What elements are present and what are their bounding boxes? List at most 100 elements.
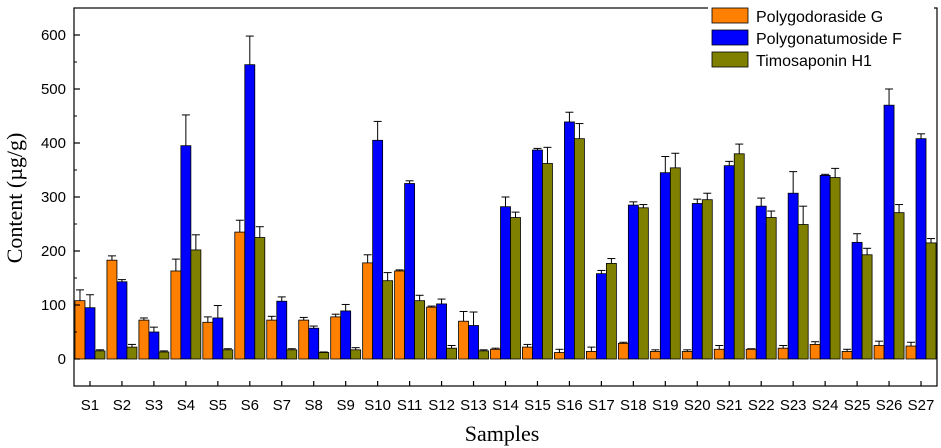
bar-s1-series-1 (74, 300, 86, 360)
x-tick-label: S5 (209, 397, 227, 414)
bar-s4-series-1 (170, 270, 182, 360)
x-tick-label: S27 (908, 397, 935, 414)
bar-s6-series-2 (244, 64, 256, 360)
x-tick-label: S9 (337, 397, 355, 414)
bar-s4-series-3 (190, 249, 202, 360)
legend-label-1: Polygodoraside G (756, 9, 883, 26)
bar-s20-series-3 (701, 199, 713, 360)
bar-s3-series-2 (148, 331, 160, 360)
bar-s2-series-3 (126, 346, 138, 360)
y-tick-label: 0 (58, 351, 66, 368)
x-tick-label: S3 (145, 397, 163, 414)
legend-swatch-2 (711, 29, 749, 46)
bar-s19-series-2 (659, 172, 671, 360)
bar-s25-series-1 (841, 351, 853, 360)
bar-s26-series-3 (893, 212, 905, 360)
bar-s17-series-3 (605, 263, 617, 360)
bar-s11-series-3 (414, 300, 426, 360)
bar-s7-series-1 (266, 319, 278, 360)
x-tick-label: S19 (652, 397, 679, 414)
bar-s17-series-2 (595, 273, 607, 360)
bar-s22-series-1 (745, 348, 757, 360)
x-tick-label: S1 (81, 397, 99, 414)
bar-s21-series-3 (733, 153, 745, 360)
bar-s23-series-3 (797, 224, 809, 360)
bar-s16-series-1 (554, 352, 565, 360)
x-tick-label: S16 (556, 397, 583, 414)
bar-s8-series-1 (298, 319, 310, 360)
bar-s20-series-2 (691, 203, 703, 360)
bar-s5-series-2 (212, 317, 224, 360)
bar-s20-series-1 (681, 351, 693, 360)
bar-s22-series-2 (755, 205, 767, 360)
bar-s14-series-2 (500, 206, 511, 360)
bar-s17-series-1 (585, 351, 597, 360)
x-tick-label: S20 (684, 397, 711, 414)
bar-s2-series-1 (106, 259, 118, 360)
bar-s11-series-2 (404, 183, 416, 360)
y-tick-label: 600 (41, 27, 66, 44)
bar-s13-series-3 (478, 350, 489, 360)
x-tick-label: S26 (876, 397, 903, 414)
bar-s6-series-3 (254, 237, 266, 360)
x-tick-label: S14 (492, 397, 519, 414)
legend-swatch-1 (711, 7, 749, 24)
bar-s9-series-3 (350, 349, 362, 360)
bar-s18-series-2 (627, 204, 639, 360)
bar-s21-series-1 (713, 348, 725, 360)
bar-s11-series-1 (394, 270, 406, 360)
bar-s26-series-2 (883, 104, 895, 360)
bar-s25-series-3 (861, 254, 873, 360)
bar-s24-series-1 (809, 344, 821, 360)
bar-s27-series-3 (925, 242, 937, 360)
bar-s23-series-2 (787, 192, 799, 360)
bar-s4-series-2 (180, 145, 192, 360)
x-tick-label: S4 (177, 397, 195, 414)
error-bars-layer (75, 35, 936, 353)
x-tick-label: S25 (844, 397, 871, 414)
x-tick-label: S12 (428, 397, 455, 414)
x-tick-label: S15 (524, 397, 551, 414)
bar-s15-series-1 (522, 346, 533, 360)
bar-s3-series-1 (138, 319, 150, 360)
x-tick-label: S7 (273, 397, 291, 414)
bar-s23-series-1 (777, 347, 789, 360)
bar-s19-series-3 (669, 167, 681, 360)
bar-s1-series-3 (94, 350, 106, 360)
bar-s14-series-1 (490, 348, 501, 360)
x-tick-label: S17 (588, 397, 615, 414)
bar-s1-series-2 (84, 307, 96, 360)
bar-s10-series-2 (372, 139, 384, 360)
bar-s27-series-1 (905, 345, 917, 360)
x-tick-label: S23 (780, 397, 807, 414)
x-tick-label: S18 (620, 397, 647, 414)
bar-s16-series-3 (574, 138, 585, 360)
legend-label-2: Polygonatumoside F (756, 31, 902, 48)
y-tick-label: 100 (41, 297, 66, 314)
bar-s9-series-2 (340, 310, 352, 360)
x-tick-label: S13 (460, 397, 487, 414)
y-tick-label: 400 (41, 135, 66, 152)
y-tick-label: 200 (41, 243, 66, 260)
bar-s8-series-2 (308, 327, 320, 360)
bar-s22-series-3 (765, 217, 777, 360)
bar-s7-series-2 (276, 300, 288, 360)
bar-s21-series-2 (723, 165, 735, 360)
bar-s13-series-1 (458, 320, 469, 360)
x-tick-label: S24 (812, 397, 839, 414)
x-tick-label: S6 (241, 397, 259, 414)
bar-s19-series-1 (649, 351, 661, 360)
bar-s16-series-2 (564, 121, 575, 360)
bar-s7-series-3 (286, 349, 298, 360)
bar-s12-series-1 (426, 306, 437, 360)
bar-s25-series-2 (851, 241, 863, 360)
bar-s18-series-3 (637, 207, 649, 360)
x-tick-label: S11 (397, 397, 423, 414)
bar-s5-series-3 (222, 349, 234, 360)
legend-swatch-3 (711, 51, 749, 68)
bar-s10-series-1 (362, 262, 374, 360)
x-tick-label: S21 (716, 397, 743, 414)
x-tick-label: S10 (364, 397, 391, 414)
axes-layer: 0 100 200 300 400 500 600 S1 S2 S3 S4 S5 S6 S7 S8 S9 S10… (41, 7, 938, 414)
